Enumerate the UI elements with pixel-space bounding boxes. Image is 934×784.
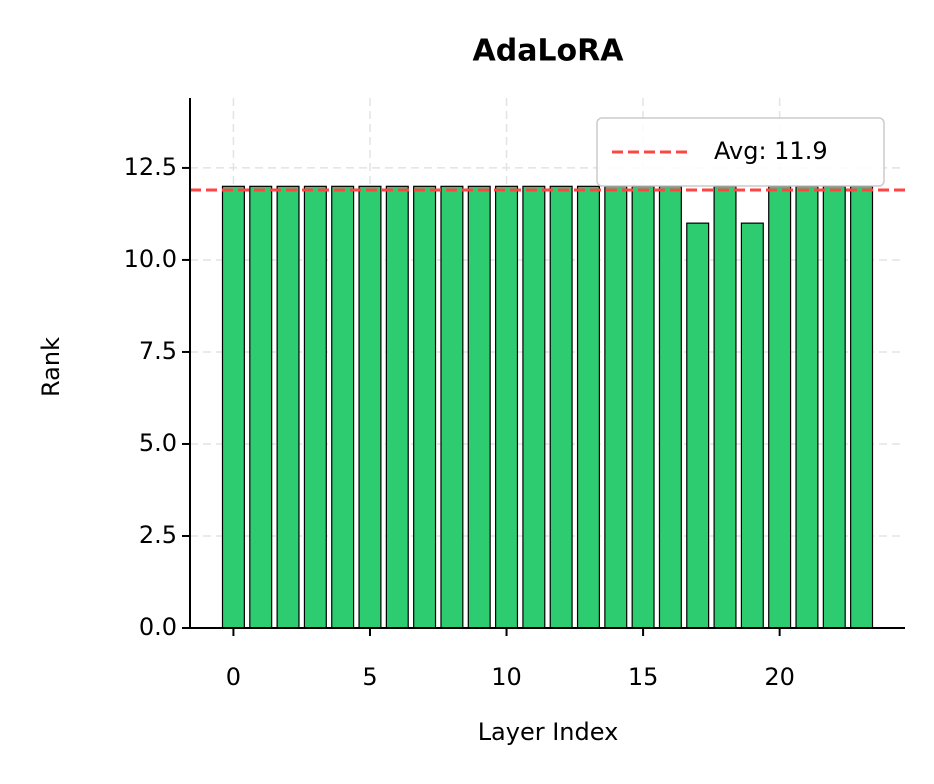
bar (631, 185, 655, 629)
bar (276, 185, 300, 629)
x-tick-label: 15 (628, 663, 659, 691)
y-axis-label: Rank (37, 337, 65, 397)
y-tick-label: 2.5 (139, 521, 177, 549)
bar (795, 185, 819, 629)
x-tick-label: 10 (491, 663, 522, 691)
y-tick-label: 10.0 (124, 245, 177, 273)
bar (413, 185, 437, 629)
bar (303, 185, 327, 629)
bar (549, 185, 573, 629)
bar (249, 185, 273, 629)
y-tick-label: 0.0 (139, 613, 177, 641)
bar (331, 185, 355, 629)
x-axis-label: Layer Index (478, 718, 619, 746)
x-tick-label: 5 (362, 663, 377, 691)
bar (440, 185, 464, 629)
bar (850, 185, 874, 629)
bar (740, 222, 764, 629)
bar (495, 185, 519, 629)
bar (221, 185, 245, 629)
bar (686, 222, 710, 629)
bar (522, 185, 546, 629)
bar (604, 185, 628, 629)
y-tick-label: 5.0 (139, 429, 177, 457)
bar (713, 185, 737, 629)
bar (658, 185, 682, 629)
chart-title: AdaLoRA (473, 34, 625, 69)
bar (385, 185, 409, 629)
bar (467, 185, 491, 629)
legend: Avg: 11.9 (596, 117, 885, 187)
bar (822, 185, 846, 629)
bar (358, 185, 382, 629)
legend-label: Avg: 11.9 (714, 137, 828, 165)
x-tick-label: 0 (226, 663, 241, 691)
bar (576, 185, 600, 629)
y-tick-label: 12.5 (124, 153, 177, 181)
bar (768, 185, 792, 629)
legend-box (596, 117, 885, 187)
x-tick-label: 20 (764, 663, 795, 691)
y-tick-label: 7.5 (139, 337, 177, 365)
